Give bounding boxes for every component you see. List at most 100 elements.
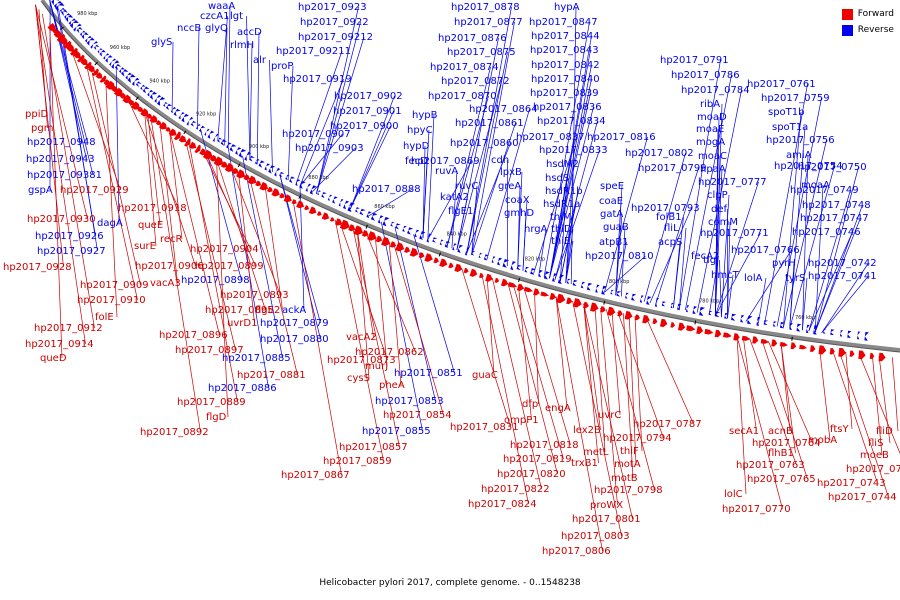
reverse-gene-label: hp2017_0943 bbox=[26, 154, 95, 165]
reverse-gene-label: hp2017_0927 bbox=[37, 246, 106, 257]
reverse-gene-label: hpaA bbox=[700, 164, 726, 175]
reverse-gene-label-connector bbox=[559, 203, 577, 282]
forward-gene-label-connector bbox=[871, 355, 883, 456]
reverse-gene-label: atpB1 bbox=[599, 237, 629, 248]
forward-gene-label: hp2017_0929 bbox=[60, 185, 129, 196]
forward-gene-label-connector bbox=[238, 171, 255, 324]
forward-gene-label-connector bbox=[35, 4, 88, 220]
reverse-gene-label: hp2017_0922 bbox=[300, 17, 369, 28]
forward-gene-label: uvrD1 bbox=[227, 318, 257, 329]
reverse-gene-arrow bbox=[61, 9, 68, 16]
forward-gene-label: hp2017_0895 bbox=[205, 305, 274, 316]
forward-gene-label-connector bbox=[205, 152, 256, 267]
forward-gene-label: hp2017_0918 bbox=[118, 203, 187, 214]
forward-gene-arrow bbox=[508, 282, 518, 288]
reverse-gene-label: gatA bbox=[600, 209, 623, 220]
scale-tick bbox=[298, 194, 302, 199]
forward-gene-label: vacA2 bbox=[346, 332, 377, 343]
forward-gene-arrow bbox=[329, 217, 335, 222]
reverse-gene-label: hp2017_0842 bbox=[531, 60, 600, 71]
reverse-gene-arrow bbox=[773, 321, 777, 327]
reverse-gene-arrow bbox=[321, 192, 327, 198]
reverse-gene-label: hp2017_0777 bbox=[698, 177, 767, 188]
reverse-gene-arrow bbox=[586, 282, 593, 291]
reverse-gene-arrow bbox=[332, 196, 338, 204]
reverse-gene-arrow bbox=[566, 278, 571, 284]
scale-tick-label: 940 kbp bbox=[150, 79, 170, 85]
reverse-gene-arrow bbox=[149, 91, 158, 100]
reverse-gene-label: pyrH bbox=[772, 258, 796, 269]
forward-gene-label: hp2017_0892 bbox=[140, 427, 209, 438]
reverse-gene-arrow bbox=[68, 18, 76, 26]
forward-gene-arrow bbox=[409, 247, 419, 257]
forward-gene-label-connector bbox=[555, 296, 568, 409]
reverse-gene-label-connector bbox=[565, 163, 574, 283]
reverse-gene-label-connector bbox=[714, 168, 723, 317]
reverse-gene-arrow bbox=[601, 285, 607, 295]
reverse-gene-arrow bbox=[79, 30, 86, 37]
reverse-gene-arrow bbox=[789, 323, 793, 330]
reverse-gene-arrow bbox=[338, 198, 344, 207]
reverse-gene-label: tig bbox=[703, 255, 716, 266]
reverse-gene-label-connector bbox=[287, 65, 294, 181]
reverse-gene-arrow bbox=[426, 233, 432, 243]
forward-gene-arrow bbox=[232, 167, 239, 174]
forward-gene-arrow bbox=[80, 58, 88, 66]
reverse-gene-label: hp2017_0799 bbox=[638, 163, 707, 174]
forward-gene-label: hp2017_0770 bbox=[722, 504, 791, 515]
forward-gene-label: hp2017_0899 bbox=[195, 261, 264, 272]
scale-tick bbox=[183, 130, 187, 135]
forward-gene-label: ftsY bbox=[830, 424, 849, 435]
forward-gene-arrow bbox=[714, 329, 722, 338]
forward-gene-arrow bbox=[733, 333, 740, 341]
reverse-gene-arrow bbox=[343, 200, 350, 210]
forward-gene-arrow bbox=[494, 277, 500, 283]
reverse-gene-label: glyS bbox=[151, 37, 172, 48]
reverse-gene-arrow bbox=[538, 270, 543, 278]
reverse-gene-label: gspA bbox=[28, 185, 53, 196]
reverse-gene-label: dagA bbox=[97, 218, 123, 229]
forward-gene-label-connector bbox=[736, 336, 783, 510]
reverse-gene-label: hypA bbox=[554, 2, 580, 13]
forward-gene-arrow bbox=[99, 75, 107, 83]
reverse-gene-label-connector bbox=[466, 142, 511, 254]
forward-gene-arrow bbox=[60, 37, 68, 45]
reverse-gene-label-connector bbox=[802, 277, 808, 331]
reverse-gene-arrow bbox=[686, 305, 690, 313]
reverse-gene-arrow bbox=[646, 296, 652, 305]
reverse-gene-label: hypD bbox=[403, 141, 430, 152]
forward-gene-label-connector bbox=[583, 303, 633, 520]
reverse-gene-label-connector bbox=[451, 170, 458, 249]
scale-tick-label: 780 kbp bbox=[699, 299, 719, 305]
reverse-gene-label-connector bbox=[808, 189, 851, 332]
reverse-gene-label: hp2017_0747 bbox=[800, 213, 869, 224]
forward-gene-label-connector bbox=[845, 351, 853, 430]
scale-ticks: 980 kbp 960 kbp 940 kbp 920 kbp 900 kbp 880 k… bbox=[60, 11, 815, 341]
reverse-gene-label-connector bbox=[714, 155, 721, 317]
reverse-gene-label: spoT1a bbox=[772, 122, 808, 133]
forward-gene-arrow bbox=[184, 138, 191, 147]
scale-tick-label: 920 kbp bbox=[196, 112, 216, 118]
reverse-gene-label: cdh bbox=[491, 155, 509, 166]
forward-gene-label-connector bbox=[230, 167, 281, 296]
legend-item-forward: Forward bbox=[841, 6, 894, 22]
forward-gene-arrow bbox=[279, 192, 285, 199]
reverse-gene-label: hp2017_0860 bbox=[450, 138, 519, 149]
reverse-gene-arrow bbox=[196, 123, 201, 130]
forward-gene-label: hp2017_0904 bbox=[190, 244, 259, 255]
scale-tick bbox=[791, 336, 793, 341]
forward-gene-label: uvrC bbox=[598, 410, 621, 421]
reverse-gene-label: coaE bbox=[599, 196, 623, 207]
reverse-gene-label: hp2017_0870 bbox=[428, 91, 497, 102]
reverse-gene-label: hp2017_0834 bbox=[537, 116, 606, 127]
forward-gene-label-connector bbox=[749, 338, 797, 466]
forward-gene-arrow bbox=[590, 302, 599, 312]
forward-gene-label: hp2017_0740 bbox=[846, 464, 900, 475]
reverse-gene-arrow bbox=[670, 302, 674, 309]
forward-gene-arrow bbox=[752, 336, 759, 344]
reverse-gene-arrow bbox=[677, 303, 682, 311]
reverse-gene-label-connector bbox=[745, 249, 792, 322]
reverse-gene-label: hsdR1a bbox=[543, 199, 580, 210]
forward-gene-label-connector bbox=[374, 236, 388, 367]
reverse-gene-arrow bbox=[478, 252, 483, 259]
